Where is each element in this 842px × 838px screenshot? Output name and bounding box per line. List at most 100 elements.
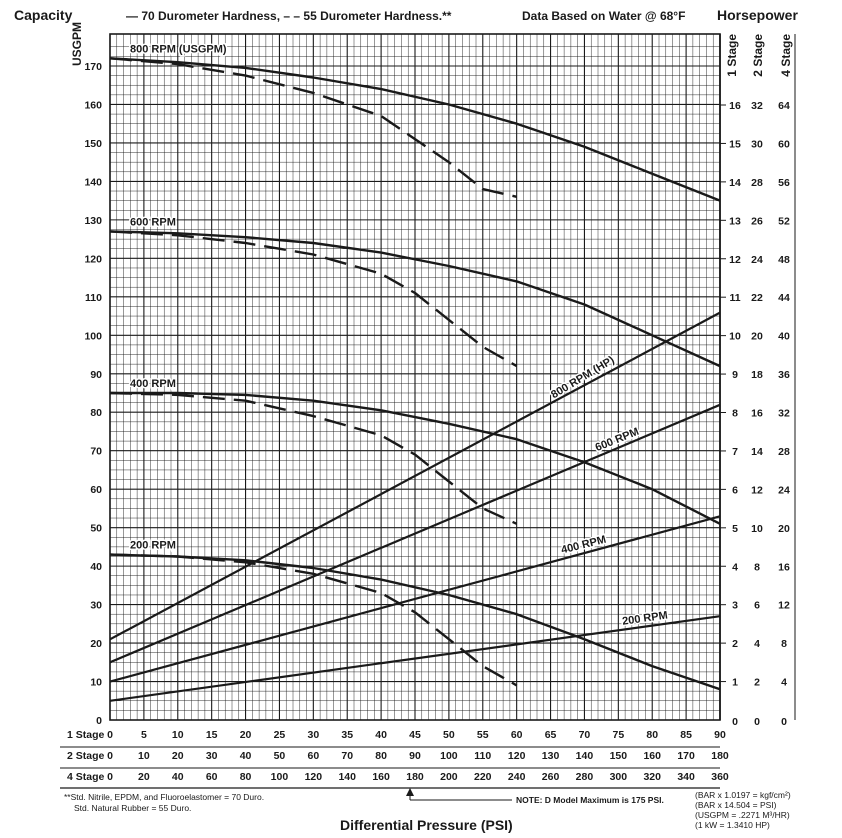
note-arrow: [406, 788, 512, 801]
y-tick-label: 10: [90, 677, 102, 689]
x-tick-label: 90: [409, 750, 421, 762]
x-tick-label: 10: [138, 750, 150, 762]
x-tick-label: 0: [107, 771, 113, 783]
hp-axis-header: 1 Stage: [725, 34, 739, 77]
hp-tick-label: 9: [732, 369, 738, 381]
y-tick-label: 100: [84, 330, 102, 342]
x-tick-label: 180: [406, 771, 424, 783]
hp-tick-label: 3: [732, 600, 738, 612]
x-tick-label: 50: [443, 729, 455, 741]
hp-tick-label: 0: [732, 716, 738, 728]
y-tick-label: 170: [84, 61, 102, 73]
hp-tick-label: 28: [751, 177, 763, 189]
x-tick-label: 120: [508, 750, 526, 762]
y-tick-label: 120: [84, 253, 102, 265]
x-tick-label: 180: [711, 750, 729, 762]
capacity-curve-label: 200 RPM: [130, 540, 176, 552]
conversion-1: (BAR x 1.0197 = kgf/cm²): [695, 790, 791, 800]
x-tick-label: 35: [341, 729, 353, 741]
hp-tick-label: 18: [751, 369, 763, 381]
x-tick-label: 100: [440, 750, 458, 762]
x-tick-label: 0: [107, 729, 113, 741]
x-tick-label: 60: [206, 771, 218, 783]
x-tick-label: 170: [677, 750, 695, 762]
horsepower-title: Horsepower: [717, 7, 798, 23]
capacity-curve-dashed: [109, 57, 517, 198]
x-tick-label: 220: [474, 771, 492, 783]
x-tick-label: 5: [141, 729, 147, 741]
hp-tick-label: 4: [754, 638, 760, 650]
hp-tick-label: 24: [751, 254, 763, 266]
hp-tick-label: 10: [751, 523, 763, 535]
hp-tick-label: 32: [751, 100, 763, 112]
hp-line: [109, 311, 721, 641]
x-tick-label: 200: [440, 771, 458, 783]
x-tick-label: 30: [307, 729, 319, 741]
hp-axis-header: 2 Stage: [751, 34, 765, 77]
hp-tick-label: 4: [732, 561, 738, 573]
x-tick-label: 90: [714, 729, 726, 741]
hp-tick-label: 1: [732, 677, 738, 689]
hp-tick-label: 40: [778, 331, 790, 343]
x-tick-label: 120: [305, 771, 323, 783]
x-tick-label: 160: [643, 750, 661, 762]
capacity-curve-label: 400 RPM: [130, 378, 176, 390]
hp-tick-label: 22: [751, 292, 763, 304]
x-tick-label: 110: [474, 750, 491, 762]
hp-tick-label: 20: [778, 523, 790, 535]
hp-tick-label: 16: [751, 408, 763, 420]
hp-tick-label: 7: [732, 446, 738, 458]
hp-tick-label: 12: [729, 254, 741, 266]
y-tick-label: 40: [90, 561, 102, 573]
x-row-label: 4 Stage: [67, 771, 105, 783]
x-tick-label: 70: [341, 750, 353, 762]
conditions-title: Data Based on Water @ 68°F: [522, 9, 685, 23]
hp-line: [109, 403, 721, 664]
hp-tick-label: 10: [729, 331, 741, 343]
x-tick-label: 320: [643, 771, 661, 783]
hp-tick-label: 13: [729, 215, 741, 227]
hp-tick-label: 0: [754, 716, 760, 728]
hp-tick-label: 56: [778, 177, 790, 189]
x-tick-label: 160: [372, 771, 390, 783]
x-tick-label: 20: [172, 750, 184, 762]
capacity-curve-solid: [110, 391, 721, 525]
x-tick-label: 10: [172, 729, 184, 741]
y-tick-label: 80: [90, 407, 102, 419]
capacity-curve-dashed: [109, 391, 518, 525]
x-tick-label: 340: [677, 771, 695, 783]
hp-tick-label: 24: [778, 484, 790, 496]
conversion-4: (1 kW = 1.3410 HP): [695, 820, 770, 830]
x-tick-label: 25: [274, 729, 286, 741]
curves: [109, 57, 721, 702]
conversion-3: (USGPM = .2271 M³/HR): [695, 810, 790, 820]
capacity-curve-label: 800 RPM (USGPM): [130, 43, 227, 55]
x-tick-label: 140: [338, 771, 356, 783]
hp-tick-label: 12: [778, 600, 790, 612]
hp-tick-label: 8: [754, 561, 760, 573]
y-tick-label: 160: [84, 99, 102, 111]
hp-tick-label: 2: [732, 638, 738, 650]
hp-line: [109, 515, 721, 683]
y-tick-label: 150: [84, 138, 102, 150]
y-tick-label: 0: [96, 715, 102, 727]
model-note: NOTE: D Model Maximum is 175 PSI.: [516, 795, 664, 805]
y-tick-label: 60: [90, 484, 102, 496]
x-tick-label: 260: [542, 771, 560, 783]
capacity-curve-solid: [109, 230, 721, 368]
y-tick-label: 50: [90, 523, 102, 535]
y-tick-label: 30: [90, 600, 102, 612]
hp-tick-label: 52: [778, 215, 790, 227]
x-tick-label: 45: [409, 729, 421, 741]
capacity-curve-dashed: [109, 553, 518, 687]
y-tick-label: 140: [84, 176, 102, 188]
hp-tick-label: 64: [778, 100, 790, 112]
x-tick-label: 130: [542, 750, 560, 762]
x-tick-label: 60: [511, 729, 523, 741]
hp-tick-label: 4: [781, 677, 787, 689]
hp-axis-header: 4 Stage: [779, 34, 793, 77]
x-tick-label: 60: [307, 750, 319, 762]
x-tick-label: 40: [172, 771, 184, 783]
hp-tick-label: 5: [732, 523, 738, 535]
